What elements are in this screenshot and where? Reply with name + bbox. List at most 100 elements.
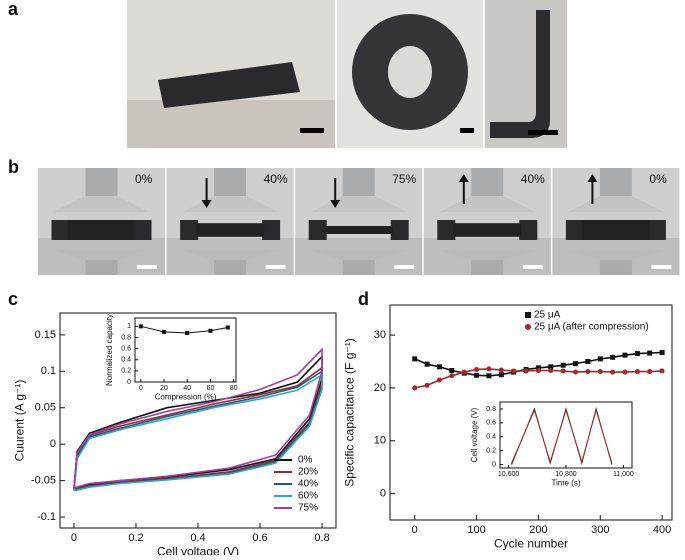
marker bbox=[523, 368, 529, 374]
piston-base bbox=[567, 250, 664, 260]
photo-label: 40% bbox=[521, 172, 545, 186]
y-tick-label: 30 bbox=[374, 329, 386, 341]
y-tick-label: 0 bbox=[380, 487, 386, 499]
marker bbox=[622, 369, 628, 375]
sample-end bbox=[390, 220, 409, 240]
sample-end bbox=[180, 220, 199, 240]
marker bbox=[560, 368, 566, 374]
panel-label: a bbox=[8, 0, 19, 19]
x-tick-label: 0.4 bbox=[190, 532, 205, 544]
scale-bar bbox=[137, 265, 157, 269]
panel-label: d bbox=[358, 289, 369, 309]
chart: 0 20 40 60 80 0 0.2 0.4 0.6 0.8 1 Compression (%) No… bbox=[105, 314, 238, 402]
y-tick-label: 0.2 bbox=[121, 368, 131, 375]
arrow-head bbox=[587, 174, 598, 182]
marker bbox=[486, 366, 492, 372]
marker bbox=[498, 367, 504, 373]
y-tick-label: 20 bbox=[374, 382, 386, 394]
marker bbox=[525, 312, 531, 318]
x-axis-label: Cell voltage (V) bbox=[157, 544, 239, 555]
x-tick-label: 200 bbox=[529, 524, 547, 536]
sample bbox=[453, 223, 522, 237]
photo-label: 0% bbox=[135, 172, 153, 186]
y-tick-label: 0.8 bbox=[121, 334, 131, 341]
marker bbox=[486, 373, 492, 379]
marker bbox=[597, 369, 603, 375]
photo-row-a bbox=[127, 0, 567, 148]
marker bbox=[449, 368, 455, 374]
x-tick-label: 300 bbox=[591, 524, 609, 536]
plot-background bbox=[135, 318, 236, 382]
x-tick-label: 0.8 bbox=[314, 532, 329, 544]
y-tick-label: 0.4 bbox=[121, 357, 131, 364]
series-line bbox=[511, 408, 613, 464]
chart: 0 0.2 0.4 0.6 0.8 -0.1 -0.05 0 0.05 0.1 0.15 Cell v… bbox=[13, 312, 337, 558]
x-tick-label: 0 bbox=[139, 385, 143, 392]
y-axis-label: Specific capacitance (F g⁻¹) bbox=[343, 338, 357, 486]
x-tick-label: 0.2 bbox=[128, 532, 143, 544]
scale-bar bbox=[300, 128, 324, 133]
marker bbox=[474, 372, 480, 378]
marker bbox=[208, 328, 213, 333]
x-axis-label: Compression (%) bbox=[155, 393, 217, 402]
y-axis-label: Cell voltage (V) bbox=[470, 407, 479, 462]
marker bbox=[185, 331, 190, 336]
piston bbox=[214, 260, 247, 275]
piston bbox=[599, 260, 632, 275]
marker bbox=[511, 368, 517, 374]
y-tick-label: 0.2 bbox=[486, 447, 496, 454]
marker bbox=[412, 385, 418, 391]
x-tick-label: 100 bbox=[467, 524, 485, 536]
legend-label: 60% bbox=[298, 491, 318, 502]
plot-frame bbox=[499, 401, 633, 469]
marker bbox=[436, 364, 442, 370]
marker bbox=[449, 373, 455, 379]
marker bbox=[647, 350, 653, 356]
scale-bar bbox=[265, 265, 286, 269]
legend-label: 0% bbox=[298, 455, 313, 466]
marker bbox=[573, 361, 579, 367]
y-tick-label: 0.05 bbox=[35, 402, 56, 414]
piston-base bbox=[439, 250, 536, 260]
x-tick-label: 400 bbox=[653, 524, 671, 536]
y-tick-label: 0.8 bbox=[486, 406, 496, 413]
marker bbox=[424, 361, 430, 367]
piston bbox=[471, 260, 504, 275]
piston bbox=[85, 260, 118, 275]
sample-hole bbox=[388, 46, 432, 98]
y-tick-label: 0.4 bbox=[486, 434, 496, 441]
y-tick-label: 0.15 bbox=[35, 329, 56, 341]
y-tick-label: 0.6 bbox=[486, 420, 496, 427]
chart: 10,600 10,800 11,000 0 0.2 0.4 0.6 0.8 Time (s) C… bbox=[470, 401, 634, 488]
x-tick-label: 60 bbox=[207, 385, 215, 392]
piston-base bbox=[182, 250, 279, 260]
marker bbox=[659, 350, 665, 356]
y-tick-label: -0.05 bbox=[31, 475, 56, 487]
legend-label: 40% bbox=[298, 479, 318, 490]
x-tick-label: 80 bbox=[230, 385, 238, 392]
sample-end bbox=[262, 220, 281, 240]
scale-bar bbox=[651, 265, 672, 269]
sample bbox=[158, 62, 300, 108]
legend-label: 25 μA (after compression) bbox=[534, 322, 649, 333]
piston-head bbox=[53, 196, 150, 212]
sample-end bbox=[308, 220, 327, 240]
scale-bar bbox=[522, 265, 543, 269]
marker bbox=[597, 356, 603, 362]
marker bbox=[585, 369, 591, 375]
x-tick-label: 10,600 bbox=[498, 471, 520, 478]
sample-end bbox=[519, 220, 538, 240]
marker bbox=[461, 369, 467, 375]
piston bbox=[599, 168, 632, 196]
marker bbox=[573, 369, 579, 375]
plot-frame bbox=[134, 317, 237, 383]
marker bbox=[525, 324, 531, 330]
photo-floor bbox=[127, 100, 335, 148]
plot-frame bbox=[59, 312, 337, 529]
marker bbox=[548, 368, 554, 374]
sample-end bbox=[437, 220, 456, 240]
x-tick-label: 40 bbox=[183, 385, 191, 392]
arrow-head bbox=[201, 200, 212, 208]
